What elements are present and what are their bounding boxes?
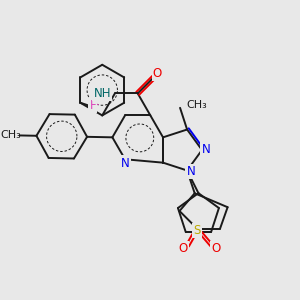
Text: CH₃: CH₃ bbox=[1, 130, 22, 140]
Text: O: O bbox=[153, 67, 162, 80]
Text: S: S bbox=[193, 224, 201, 237]
Text: N: N bbox=[201, 143, 210, 157]
Text: N: N bbox=[201, 143, 210, 157]
Text: O: O bbox=[179, 242, 188, 256]
Text: NH: NH bbox=[94, 87, 111, 100]
Text: N: N bbox=[121, 157, 129, 169]
Text: O: O bbox=[212, 242, 221, 256]
Text: F: F bbox=[93, 99, 100, 112]
Text: O: O bbox=[153, 67, 162, 80]
Text: NH: NH bbox=[94, 87, 111, 100]
Text: N: N bbox=[187, 165, 195, 178]
Text: N: N bbox=[187, 165, 195, 178]
Text: F: F bbox=[90, 99, 96, 112]
Text: CH₃: CH₃ bbox=[186, 100, 207, 110]
Text: O: O bbox=[212, 242, 221, 256]
Text: O: O bbox=[179, 242, 188, 256]
Text: S: S bbox=[194, 224, 201, 237]
Text: N: N bbox=[121, 157, 129, 169]
